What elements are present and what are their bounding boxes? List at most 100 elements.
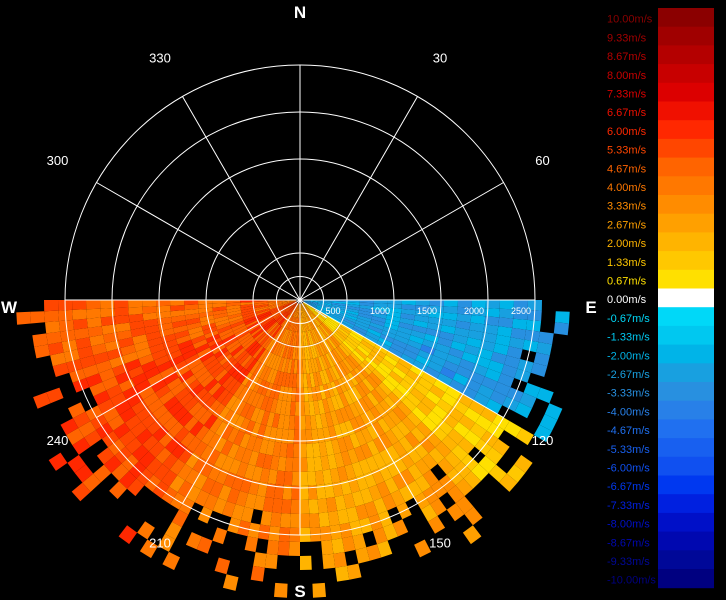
velocity-cell	[407, 339, 423, 350]
velocity-cell	[205, 333, 221, 344]
velocity-cell	[317, 301, 332, 305]
velocity-cell	[343, 435, 354, 451]
velocity-cell	[306, 457, 315, 472]
velocity-cell	[288, 330, 294, 345]
velocity-cell	[213, 312, 228, 319]
velocity-cell	[303, 317, 307, 332]
velocity-cell	[400, 313, 415, 321]
velocity-cell	[331, 304, 346, 308]
velocity-cell	[188, 401, 203, 417]
velocity-cell	[114, 300, 129, 309]
velocity-cell	[312, 312, 323, 324]
velocity-cell	[341, 317, 356, 326]
velocity-cell	[184, 308, 199, 316]
velocity-cell	[280, 358, 287, 373]
velocity-cell	[207, 337, 222, 348]
velocity-cell	[288, 303, 298, 315]
velocity-cell	[457, 306, 472, 315]
velocity-cell	[436, 398, 453, 414]
velocity-cell	[275, 311, 287, 322]
velocity-cell	[300, 346, 303, 360]
velocity-cell	[371, 316, 386, 323]
velocity-cell	[314, 309, 327, 319]
velocity-cell	[284, 344, 290, 359]
velocity-cell	[422, 469, 439, 487]
velocity-cell	[441, 318, 457, 328]
velocity-cell	[446, 354, 462, 366]
velocity-cell	[221, 356, 236, 369]
velocity-cell	[282, 386, 289, 402]
velocity-cell	[162, 551, 180, 571]
velocity-cell	[508, 337, 525, 350]
velocity-cell	[118, 337, 134, 349]
azimuth-label: 240	[47, 433, 69, 448]
velocity-cell	[246, 321, 261, 330]
velocity-cell	[319, 324, 330, 337]
legend-label: -6.67m/s	[607, 481, 650, 493]
azimuth-spoke	[299, 299, 418, 504]
velocity-cell	[254, 329, 267, 341]
velocity-cell	[333, 329, 346, 341]
velocity-cell	[344, 338, 357, 350]
velocity-cell	[365, 455, 379, 472]
velocity-cell	[119, 471, 137, 489]
velocity-cell	[351, 490, 365, 507]
east-label: E	[585, 298, 596, 317]
velocity-cell	[250, 344, 262, 357]
velocity-cell	[332, 481, 344, 497]
velocity-cell	[204, 330, 219, 339]
velocity-cell	[321, 339, 330, 354]
velocity-cell	[280, 329, 288, 343]
velocity-cell	[77, 346, 94, 359]
velocity-cell	[387, 307, 402, 314]
velocity-cell	[192, 339, 208, 349]
velocity-cell	[427, 360, 444, 373]
velocity-cell	[67, 454, 86, 473]
velocity-cell	[229, 380, 242, 395]
velocity-cell	[452, 372, 469, 386]
velocity-cell	[156, 360, 173, 373]
velocity-cell	[498, 317, 514, 328]
velocity-cell	[101, 324, 117, 335]
velocity-cell	[488, 464, 507, 483]
velocity-cell	[377, 540, 393, 558]
velocity-cell	[72, 309, 87, 320]
velocity-cell	[471, 307, 486, 317]
velocity-cell	[259, 333, 271, 346]
velocity-cell	[421, 396, 437, 411]
velocity-cell	[374, 344, 389, 355]
velocity-cell	[237, 386, 249, 401]
velocity-cell	[170, 305, 185, 312]
velocity-cell	[75, 337, 92, 350]
velocity-cell	[331, 305, 346, 310]
velocity-cell	[248, 450, 260, 467]
velocity-cell	[461, 351, 478, 364]
velocity-cell	[262, 367, 272, 382]
velocity-cell	[413, 320, 428, 329]
legend-swatch	[658, 8, 714, 28]
velocity-cell	[327, 314, 341, 323]
velocity-cell	[415, 475, 431, 493]
velocity-cell	[331, 365, 341, 380]
velocity-cell	[199, 315, 215, 323]
azimuth-spoke	[96, 182, 301, 301]
velocity-cell	[452, 334, 468, 345]
velocity-cell	[274, 341, 283, 356]
legend-swatch	[658, 419, 714, 439]
velocity-cell	[144, 325, 160, 335]
legend-swatch	[658, 363, 714, 383]
velocity-cell	[115, 322, 131, 333]
azimuth-label: 120	[532, 433, 554, 448]
velocity-cell	[344, 374, 355, 389]
velocity-cell	[481, 376, 498, 391]
velocity-cell	[239, 433, 251, 449]
velocity-cell	[325, 412, 334, 427]
velocity-cell	[198, 307, 213, 314]
legend-swatch	[658, 138, 714, 159]
velocity-cell	[286, 302, 298, 313]
velocity-cell	[480, 407, 498, 423]
velocity-cell	[256, 310, 271, 318]
legend-label: -10.00m/s	[607, 575, 656, 587]
velocity-cell	[322, 469, 333, 485]
velocity-cell	[270, 306, 284, 314]
